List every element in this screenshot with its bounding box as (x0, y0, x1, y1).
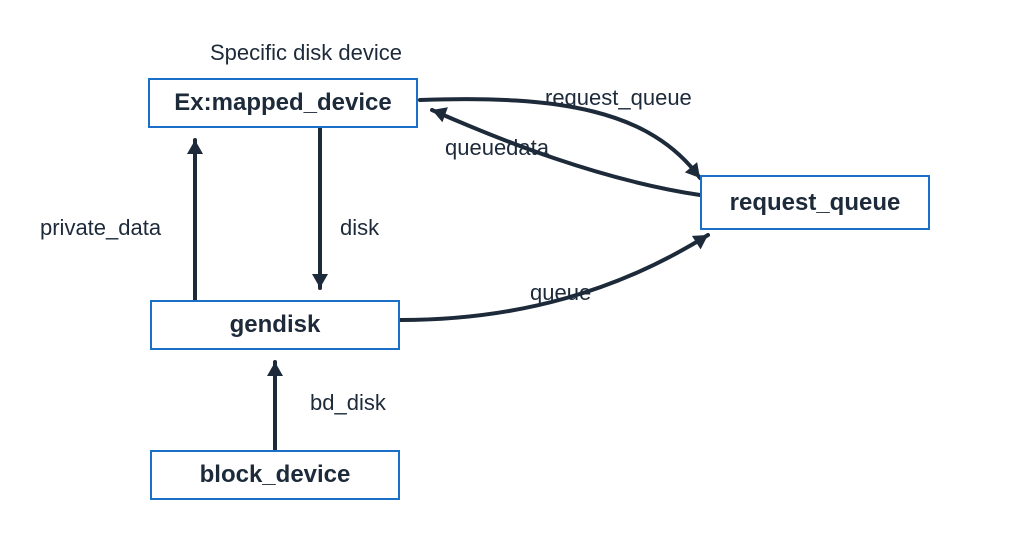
node-request-queue: request_queue (700, 175, 930, 230)
node-label-block-device: block_device (200, 461, 351, 489)
node-label-mapped-device: Ex:mapped_device (174, 89, 391, 117)
diagram-caption: Specific disk device (210, 40, 402, 66)
edge-label-private-data: private_data (40, 215, 161, 241)
node-block-device: block_device (150, 450, 400, 500)
edge-label-bd-disk: bd_disk (310, 390, 386, 416)
edge-label-disk: disk (340, 215, 379, 241)
edge-label-queue: queue (530, 280, 591, 306)
node-mapped-device: Ex:mapped_device (148, 78, 418, 128)
edge-label-queuedata: queuedata (445, 135, 549, 161)
node-label-gendisk: gendisk (230, 311, 321, 339)
node-gendisk: gendisk (150, 300, 400, 350)
node-label-request-queue: request_queue (730, 189, 901, 217)
edge-label-request-queue: request_queue (545, 85, 692, 111)
